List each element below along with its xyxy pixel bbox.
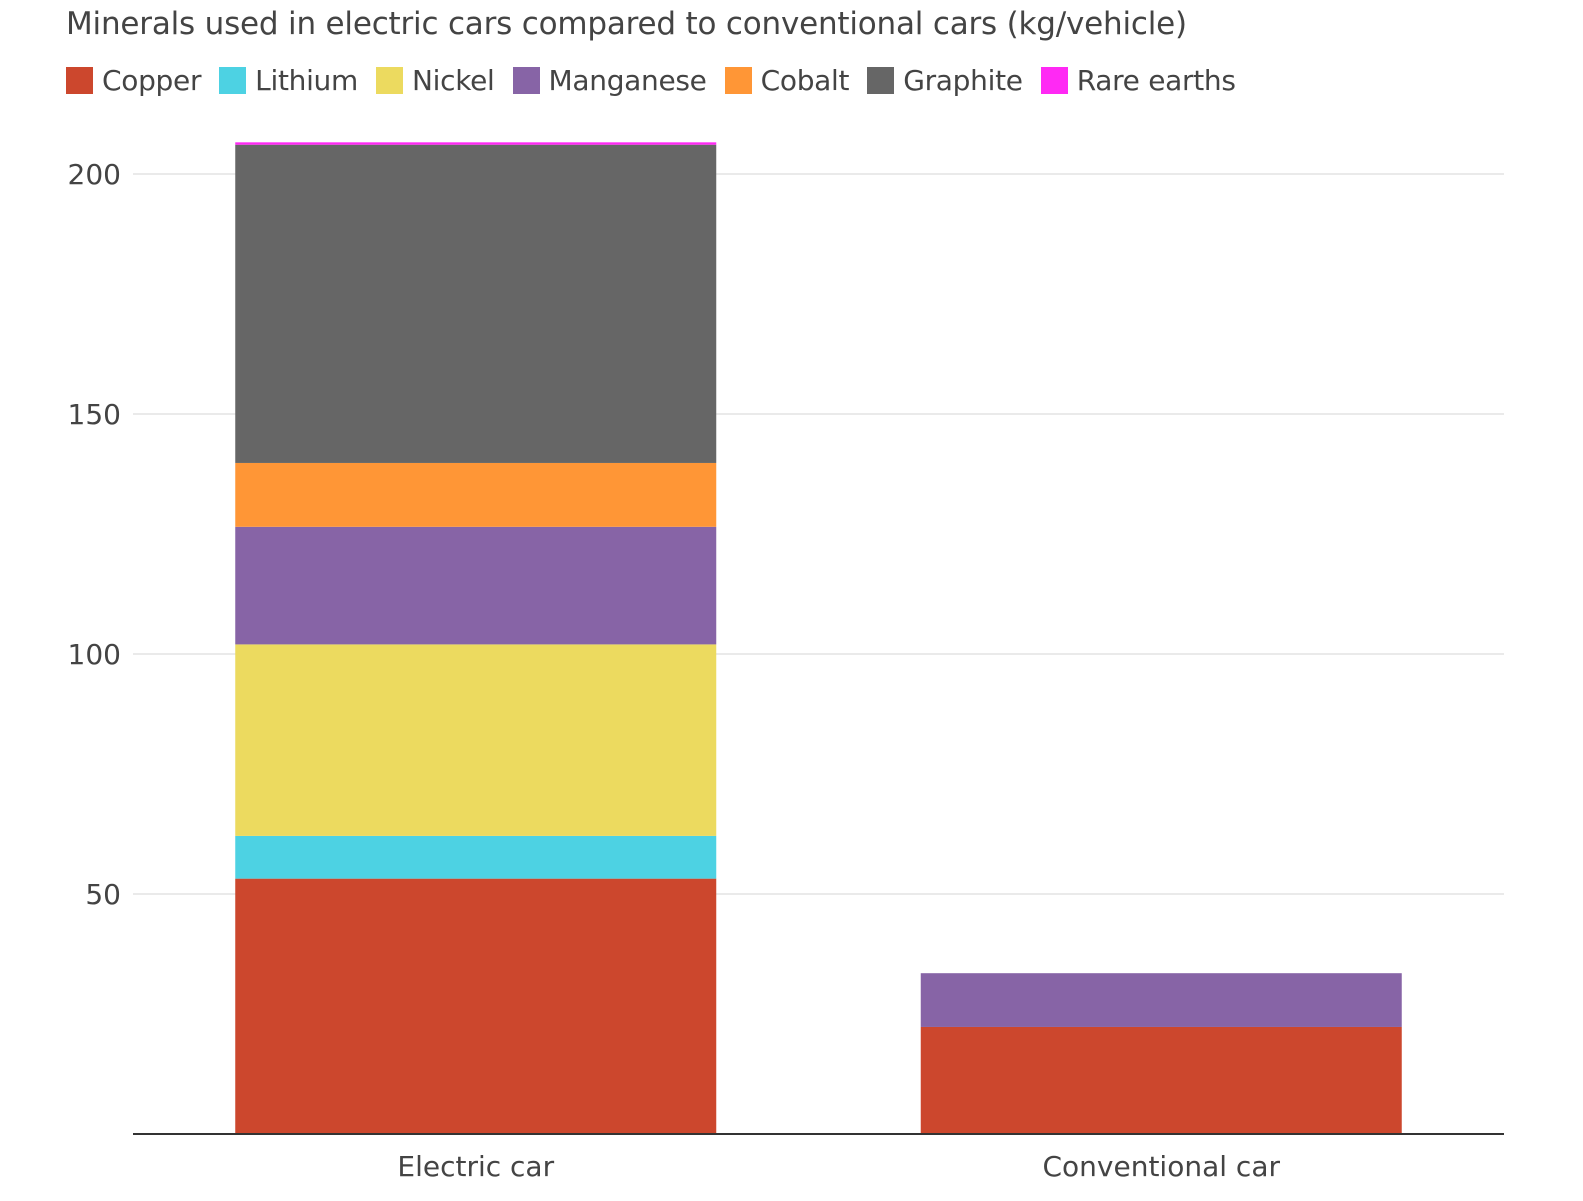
bar-segment-conventional-car-copper (920, 1026, 1402, 1134)
legend: Copper Lithium Nickel Manganese Cobalt Graphi… (66, 64, 1254, 97)
x-tick-label-conventional-car: Conventional car (1042, 1150, 1280, 1183)
legend-label-copper: Copper (102, 64, 202, 97)
legend-swatch-copper (66, 67, 93, 94)
bar-segment-conventional-car-manganese (920, 973, 1402, 1027)
legend-swatch-graphite (867, 67, 895, 94)
legend-label-manganese: Manganese (548, 64, 707, 97)
legend-item-nickel: Nickel (375, 64, 495, 97)
legend-label-graphite: Graphite (903, 64, 1023, 97)
legend-swatch-lithium (219, 67, 247, 94)
legend-item-graphite: Graphite (867, 64, 1023, 97)
bar-segment-electric-car-nickel (235, 644, 717, 836)
legend-item-cobalt: Cobalt (724, 64, 850, 97)
chart-title: Minerals used in electric cars compared … (66, 6, 1187, 42)
legend-label-cobalt: Cobalt (760, 64, 850, 97)
legend-item-manganese: Manganese (512, 64, 707, 97)
legend-label-nickel: Nickel (411, 64, 495, 97)
bar-segment-electric-car-copper (235, 878, 717, 1134)
legend-item-lithium: Lithium (219, 64, 358, 97)
bar-segment-electric-car-rare-earths (235, 142, 717, 145)
bar-segment-electric-car-manganese (235, 526, 717, 645)
legend-item-copper: Copper (66, 64, 201, 97)
y-tick-label-50: 50 (85, 878, 121, 911)
bar-segment-electric-car-lithium (235, 835, 717, 879)
legend-label-rare-earths: Rare earths (1076, 64, 1236, 97)
bar-segment-electric-car-graphite (235, 144, 717, 463)
legend-label-lithium: Lithium (255, 64, 358, 97)
y-tick-label-200: 200 (68, 158, 121, 191)
legend-swatch-cobalt (724, 67, 752, 94)
y-tick-label-100: 100 (68, 638, 121, 671)
x-tick-label-electric-car: Electric car (397, 1150, 554, 1183)
legend-item-rare-earths: Rare earths (1040, 64, 1236, 97)
legend-swatch-manganese (512, 67, 540, 94)
legend-swatch-nickel (375, 67, 403, 94)
legend-swatch-rare-earths (1040, 67, 1068, 94)
y-tick-label-150: 150 (68, 398, 121, 431)
bar-segment-electric-car-cobalt (235, 462, 717, 527)
